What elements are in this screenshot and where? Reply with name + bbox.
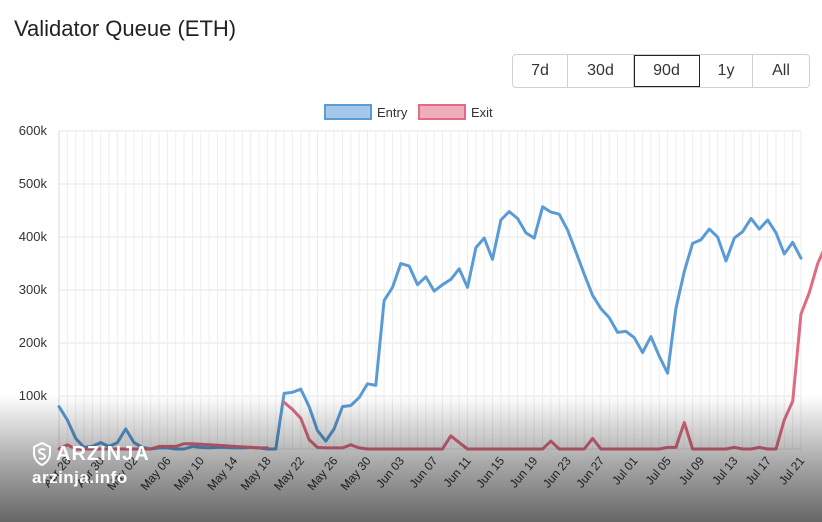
x-tick-label: May 26 bbox=[304, 454, 340, 493]
x-tick-label: Jul 09 bbox=[676, 454, 708, 488]
range-7d-button[interactable]: 7d bbox=[513, 55, 568, 87]
range-90d-button[interactable]: 90d bbox=[634, 55, 700, 87]
y-tick-label: 500k bbox=[19, 176, 48, 191]
y-tick-label: 300k bbox=[19, 282, 48, 297]
x-tick-label: Jun 19 bbox=[507, 454, 541, 491]
x-tick-label: Apr 30 bbox=[74, 454, 108, 490]
x-tick-label: Apr 26 bbox=[40, 454, 74, 490]
x-tick-label: Jul 01 bbox=[609, 454, 641, 488]
legend-label-exit: Exit bbox=[471, 105, 493, 120]
time-range-selector: 7d 30d 90d 1y All bbox=[512, 54, 810, 88]
x-tick-label: Jun 23 bbox=[540, 454, 574, 491]
series-line-entry bbox=[57, 205, 803, 451]
x-tick-label: May 10 bbox=[171, 454, 207, 493]
x-tick-label: Jun 11 bbox=[441, 454, 475, 490]
range-1y-button[interactable]: 1y bbox=[700, 55, 753, 87]
series-line-exit bbox=[282, 250, 822, 451]
legend-swatch-entry bbox=[324, 104, 372, 120]
x-tick-label: Jun 03 bbox=[373, 454, 407, 491]
page-title: Validator Queue (ETH) bbox=[14, 16, 237, 41]
x-tick-label: Jun 27 bbox=[573, 454, 607, 491]
x-tick-label: Jul 13 bbox=[709, 454, 741, 488]
x-tick-label: May 02 bbox=[104, 454, 140, 493]
range-30d-button[interactable]: 30d bbox=[568, 55, 634, 87]
legend-swatch-exit bbox=[418, 104, 466, 120]
y-tick-label: 400k bbox=[19, 229, 48, 244]
y-tick-label: 600k bbox=[19, 123, 48, 138]
x-tick-label: May 30 bbox=[338, 454, 374, 493]
x-tick-label: Jul 17 bbox=[743, 454, 775, 488]
x-tick-label: Jul 05 bbox=[643, 454, 675, 488]
x-tick-label: May 22 bbox=[271, 454, 307, 493]
x-tick-label: Jun 07 bbox=[407, 454, 441, 491]
x-tick-label: Jun 15 bbox=[473, 454, 507, 491]
x-tick-label: May 18 bbox=[238, 454, 274, 493]
range-all-button[interactable]: All bbox=[772, 62, 790, 79]
x-tick-label: Jul 21 bbox=[776, 454, 808, 488]
legend-label-entry: Entry bbox=[377, 105, 408, 120]
x-tick-label: May 14 bbox=[204, 454, 240, 493]
y-tick-label: 200k bbox=[19, 335, 48, 350]
x-tick-label: May 06 bbox=[138, 454, 174, 493]
y-tick-label: 100k bbox=[19, 388, 48, 403]
